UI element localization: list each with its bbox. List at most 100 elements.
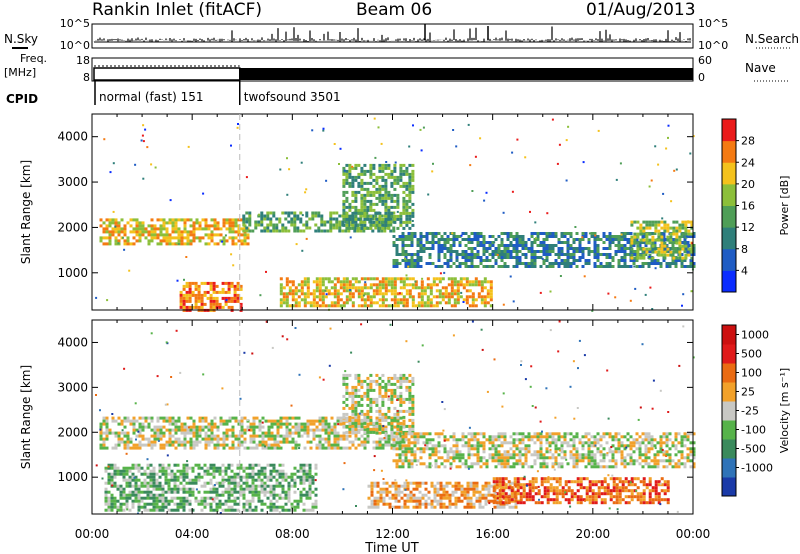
echo-cell: [660, 220, 664, 224]
echo-cell: [188, 284, 192, 288]
echo-cell: [279, 292, 283, 296]
echo-cell: [497, 456, 501, 460]
echo-cell: [372, 172, 376, 176]
echo-cell: [485, 465, 489, 469]
echo-cell: [647, 432, 651, 436]
echo-cell: [192, 422, 196, 426]
echo-cell: [251, 484, 255, 488]
echo-cell: [626, 453, 630, 457]
echo-cell: [623, 244, 627, 247]
echo-cell: [387, 382, 391, 386]
echo-cell: [162, 227, 166, 231]
echo-cell: [402, 440, 406, 444]
nave-label: Nave: [745, 61, 776, 75]
echo-cell: [399, 301, 403, 305]
echo-cell: [551, 435, 555, 439]
echo-cell: [243, 239, 247, 243]
echo-cell: [99, 239, 103, 243]
echo-cell: [587, 441, 591, 445]
echo-cell: [240, 431, 244, 435]
echo-cell: [222, 224, 226, 228]
echo-cell: [150, 440, 154, 444]
echo-cell: [452, 444, 456, 448]
echo-cell: [261, 440, 265, 444]
echo-cell: [381, 202, 385, 206]
echo-cell: [143, 496, 147, 500]
echo-cell: [183, 437, 187, 441]
echo-cell: [128, 466, 132, 470]
echo-cell: [201, 218, 205, 222]
echo-cell: [422, 441, 426, 445]
echo-cell: [99, 236, 103, 240]
echo-cell: [685, 235, 688, 238]
echo-cell: [222, 239, 226, 243]
echo-cell: [182, 287, 186, 291]
echo-cell: [348, 430, 352, 434]
echo-cell: [419, 235, 423, 238]
echo-cell: [345, 283, 349, 287]
echo-cell: [378, 163, 382, 167]
echo-cell: [239, 493, 243, 497]
echo-cell: [245, 475, 249, 479]
echo-cell: [150, 434, 154, 438]
echo-cell: [318, 280, 322, 284]
echo-cell: [473, 453, 477, 457]
echo-cell: [236, 508, 240, 512]
echo-cell: [654, 223, 658, 227]
echo-cell: [441, 298, 445, 302]
echo-cell: [572, 441, 576, 445]
echo-cell: [575, 250, 579, 253]
echo-cell: [195, 218, 199, 222]
echo-cell: [387, 211, 391, 215]
echo-cell: [686, 432, 690, 436]
echo-cell: [648, 220, 652, 224]
echo-cell: [650, 465, 654, 469]
echo-cell: [506, 450, 510, 454]
echo-cell: [258, 440, 262, 444]
echo-cell: [236, 502, 240, 506]
echo-cell: [134, 499, 138, 503]
echo-cell: [441, 286, 445, 290]
echo-cell: [126, 443, 130, 447]
echo-cell: [659, 232, 663, 235]
echo-cell: [234, 419, 238, 423]
echo-cell: [363, 446, 367, 450]
echo-cell: [155, 484, 159, 488]
echo-cell: [360, 403, 364, 407]
y-tick-label: 2000: [57, 220, 88, 234]
echo-cell: [413, 265, 417, 268]
echo-cell: [111, 431, 115, 435]
echo-cell: [422, 435, 426, 439]
echo-cell: [416, 250, 420, 253]
echo-cell: [258, 428, 262, 432]
echo-cell: [533, 459, 537, 463]
y-axis-label: Slant Range [km]: [19, 160, 33, 264]
echo-cell: [285, 301, 289, 305]
echo-cell: [458, 456, 462, 460]
echo-cell: [137, 496, 141, 500]
echo-cell: [497, 438, 501, 442]
echo-cell: [684, 244, 688, 248]
echo-cell: [260, 490, 264, 494]
echo-cell: [411, 187, 415, 191]
echo-cell: [563, 253, 567, 256]
echo-cell: [500, 244, 504, 247]
echo-cell: [263, 493, 267, 497]
echo-cell: [542, 435, 546, 439]
echo-cell: [233, 484, 237, 488]
echo-cell: [410, 432, 414, 436]
echo-cell: [408, 181, 412, 185]
echo-cell: [294, 292, 298, 296]
echo-cell: [309, 419, 313, 423]
echo-cell: [587, 262, 591, 265]
echo-cell: [648, 256, 652, 260]
echo-cell: [216, 224, 220, 228]
echo-cell: [648, 247, 652, 251]
echo-cell: [324, 428, 328, 432]
echo-cell: [587, 459, 591, 463]
echo-cell: [557, 453, 561, 457]
echo-cell: [638, 441, 642, 445]
echo-cell: [497, 453, 501, 457]
echo-cell: [684, 220, 688, 224]
echo-cell: [231, 443, 235, 447]
